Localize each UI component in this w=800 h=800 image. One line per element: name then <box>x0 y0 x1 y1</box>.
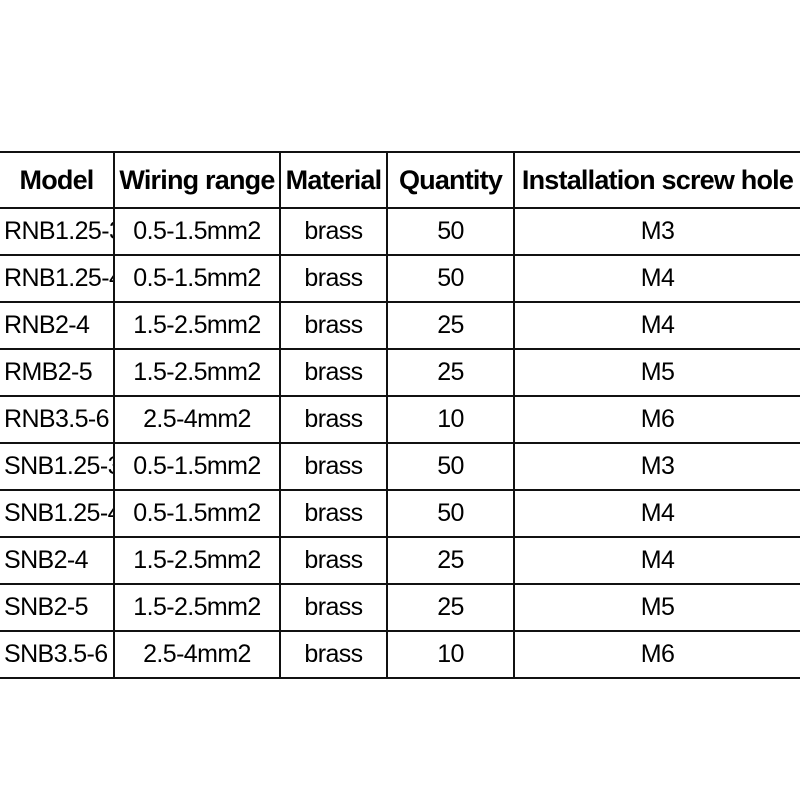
cell-screw-hole: M4 <box>513 254 800 303</box>
table-row: SNB3.5-6 2.5-4mm2 brass 10 M6 <box>0 630 800 679</box>
cell-model: RNB1.25-4 <box>0 254 115 303</box>
header-quantity: Quantity <box>386 151 515 209</box>
table-row: SNB1.25-4 0.5-1.5mm2 brass 50 M4 <box>0 489 800 538</box>
cell-screw-hole: M6 <box>513 395 800 444</box>
cell-wiring-range: 1.5-2.5mm2 <box>113 536 281 585</box>
cell-quantity: 50 <box>386 207 515 256</box>
cell-screw-hole: M3 <box>513 442 800 491</box>
table-row: SNB1.25-3 0.5-1.5mm2 brass 50 M3 <box>0 442 800 491</box>
table-row: RNB1.25-3 0.5-1.5mm2 brass 50 M3 <box>0 207 800 256</box>
cell-wiring-range: 2.5-4mm2 <box>113 630 281 679</box>
cell-quantity: 50 <box>386 442 515 491</box>
cell-material: brass <box>279 536 388 585</box>
cell-wiring-range: 0.5-1.5mm2 <box>113 442 281 491</box>
cell-model: RMB2-5 <box>0 348 115 397</box>
header-wiring-range: Wiring range <box>113 151 281 209</box>
header-material: Material <box>279 151 388 209</box>
cell-screw-hole: M4 <box>513 489 800 538</box>
cell-wiring-range: 0.5-1.5mm2 <box>113 207 281 256</box>
cell-model: SNB2-4 <box>0 536 115 585</box>
table-row: SNB2-5 1.5-2.5mm2 brass 25 M5 <box>0 583 800 632</box>
cell-quantity: 50 <box>386 254 515 303</box>
cell-wiring-range: 0.5-1.5mm2 <box>113 254 281 303</box>
cell-model: RNB2-4 <box>0 301 115 350</box>
cell-quantity: 50 <box>386 489 515 538</box>
cell-material: brass <box>279 442 388 491</box>
spec-table: Model Wiring range Material Quantity Ins… <box>0 151 800 679</box>
cell-model: RNB1.25-3 <box>0 207 115 256</box>
cell-material: brass <box>279 489 388 538</box>
cell-wiring-range: 0.5-1.5mm2 <box>113 489 281 538</box>
table-row: RNB3.5-6 2.5-4mm2 brass 10 M6 <box>0 395 800 444</box>
table-row: RNB1.25-4 0.5-1.5mm2 brass 50 M4 <box>0 254 800 303</box>
cell-wiring-range: 2.5-4mm2 <box>113 395 281 444</box>
cell-material: brass <box>279 254 388 303</box>
cell-quantity: 25 <box>386 301 515 350</box>
cell-wiring-range: 1.5-2.5mm2 <box>113 583 281 632</box>
cell-quantity: 25 <box>386 536 515 585</box>
table-header-row: Model Wiring range Material Quantity Ins… <box>0 151 800 209</box>
cell-screw-hole: M6 <box>513 630 800 679</box>
cell-model: SNB1.25-4 <box>0 489 115 538</box>
cell-model: RNB3.5-6 <box>0 395 115 444</box>
table-row: RNB2-4 1.5-2.5mm2 brass 25 M4 <box>0 301 800 350</box>
table-row: RMB2-5 1.5-2.5mm2 brass 25 M5 <box>0 348 800 397</box>
cell-material: brass <box>279 583 388 632</box>
cell-material: brass <box>279 301 388 350</box>
cell-model: SNB2-5 <box>0 583 115 632</box>
cell-material: brass <box>279 630 388 679</box>
header-installation-screw-hole: Installation screw hole <box>513 151 800 209</box>
cell-quantity: 25 <box>386 348 515 397</box>
cell-model: SNB1.25-3 <box>0 442 115 491</box>
cell-wiring-range: 1.5-2.5mm2 <box>113 348 281 397</box>
cell-screw-hole: M5 <box>513 583 800 632</box>
header-model: Model <box>0 151 115 209</box>
cell-quantity: 25 <box>386 583 515 632</box>
cell-screw-hole: M5 <box>513 348 800 397</box>
cell-screw-hole: M3 <box>513 207 800 256</box>
table-row: SNB2-4 1.5-2.5mm2 brass 25 M4 <box>0 536 800 585</box>
cell-material: brass <box>279 207 388 256</box>
cell-screw-hole: M4 <box>513 301 800 350</box>
cell-model: SNB3.5-6 <box>0 630 115 679</box>
cell-quantity: 10 <box>386 630 515 679</box>
cell-quantity: 10 <box>386 395 515 444</box>
cell-material: brass <box>279 395 388 444</box>
table-body: RNB1.25-3 0.5-1.5mm2 brass 50 M3 RNB1.25-4 0.5… <box>0 207 800 679</box>
cell-screw-hole: M4 <box>513 536 800 585</box>
cell-wiring-range: 1.5-2.5mm2 <box>113 301 281 350</box>
cell-material: brass <box>279 348 388 397</box>
